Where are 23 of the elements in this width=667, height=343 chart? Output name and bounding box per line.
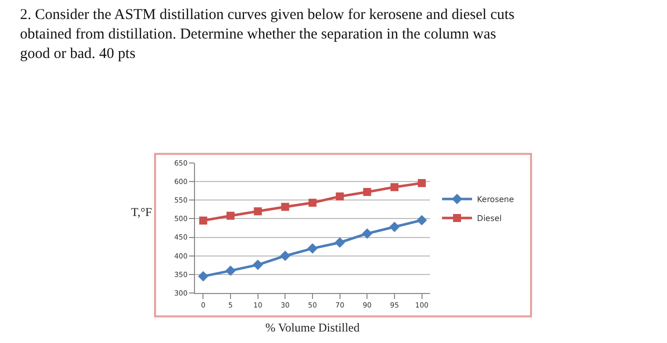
point: [307, 243, 318, 254]
point: [281, 202, 290, 211]
point: [280, 250, 290, 262]
point: [362, 228, 372, 239]
x-axis-title: % Volume Distilled: [265, 320, 360, 334]
point: [389, 222, 400, 232]
point: [254, 207, 262, 216]
point: [416, 215, 427, 226]
point: [390, 183, 398, 192]
point: [334, 237, 346, 248]
point: [199, 216, 208, 225]
y-axis-title: T,°F: [131, 205, 152, 219]
legend-label: Diesel: [477, 214, 502, 224]
point: [308, 198, 316, 207]
point: [198, 271, 208, 282]
legend-label: Kerosene: [477, 195, 514, 204]
point: [363, 188, 372, 196]
point: [226, 212, 235, 220]
point: [336, 192, 344, 200]
point: [418, 179, 426, 188]
chart-title: 2. Consider the ASTM distillation curves given below for kerosene and diesel cuts obtained from distillation. Determine whether the separation in the column was good or bad. 40 pts: [20, 6, 515, 62]
point: [252, 260, 264, 270]
point: [225, 266, 236, 276]
